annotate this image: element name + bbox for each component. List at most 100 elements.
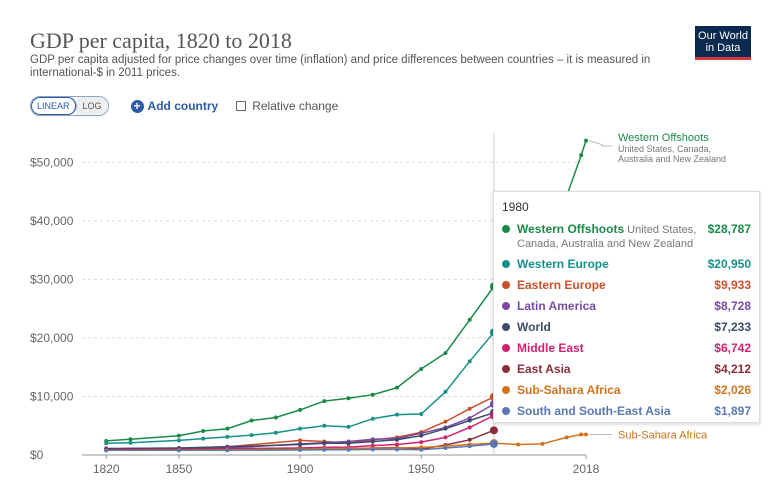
data-point — [467, 406, 472, 411]
tooltip-series-name: East Asia — [517, 362, 571, 376]
series-dot-icon — [502, 323, 510, 331]
chart-controls: LINEAR LOG + Add country Relative change — [30, 96, 338, 116]
series-dot-icon — [502, 302, 510, 310]
chart-title: GDP per capita, 1820 to 2018 — [30, 28, 292, 53]
x-tick-label: 1950 — [408, 462, 435, 476]
y-tick-label: $0 — [30, 448, 44, 462]
data-point — [298, 438, 303, 443]
y-tick-label: $40,000 — [30, 214, 74, 228]
series-dot-icon — [502, 225, 510, 233]
end-label-western-offshoots: Western Offshoots — [618, 132, 709, 144]
tooltip-value: $8,728 — [714, 299, 751, 313]
data-point — [419, 412, 424, 417]
data-point — [443, 426, 448, 431]
data-point — [443, 435, 448, 440]
data-point — [395, 442, 399, 447]
tooltip-row: World $7,233 — [502, 320, 751, 334]
scale-toggle: LINEAR LOG — [30, 96, 109, 116]
data-point — [298, 426, 303, 431]
data-point — [225, 426, 230, 431]
tooltip-value: $1,897 — [714, 404, 751, 418]
tooltip-value: $4,212 — [714, 362, 751, 376]
tooltip-series-name: Western Offshoots — [517, 222, 625, 236]
data-point — [395, 447, 399, 452]
tooltip-row: Latin America $8,728 — [502, 299, 751, 313]
tooltip-value: $28,787 — [707, 222, 751, 236]
data-point — [249, 418, 254, 423]
x-tick-label: 1820 — [93, 462, 120, 476]
data-point — [419, 447, 424, 452]
series-dot-icon — [502, 386, 510, 394]
y-tick-label: $20,000 — [30, 331, 74, 345]
linear-button[interactable]: LINEAR — [31, 97, 77, 115]
data-point — [322, 441, 327, 446]
series-dot-icon — [502, 407, 510, 415]
label-leader — [588, 140, 612, 147]
y-tick-label: $50,000 — [30, 155, 74, 169]
series-line — [106, 443, 494, 452]
relative-change-checkbox[interactable]: Relative change — [236, 99, 338, 113]
tooltip-value: $2,026 — [714, 383, 751, 397]
data-point — [370, 439, 375, 444]
data-point — [128, 440, 133, 445]
data-point — [395, 437, 399, 442]
tooltip-label: South and South-East Asia — [517, 404, 714, 418]
data-point — [322, 399, 327, 404]
tooltip-label: Eastern Europe — [517, 278, 714, 292]
data-point — [346, 424, 351, 429]
data-point — [467, 444, 472, 449]
tooltip-series-name: Sub-Sahara Africa — [517, 383, 621, 397]
data-point — [467, 437, 472, 442]
tooltip-label: Latin America — [517, 299, 714, 313]
tooltip-label: Sub-Sahara Africa — [517, 383, 714, 397]
data-point — [370, 392, 375, 397]
tooltip-label: East Asia — [517, 362, 714, 376]
data-point — [346, 441, 351, 446]
add-country-label: Add country — [147, 99, 219, 113]
data-point — [225, 434, 230, 439]
data-point — [419, 440, 424, 445]
data-point — [419, 433, 424, 438]
data-point — [176, 448, 181, 453]
x-tick-label: 1900 — [287, 462, 314, 476]
add-country-button[interactable]: + Add country — [130, 99, 219, 113]
data-point — [540, 441, 545, 446]
data-point — [298, 448, 303, 453]
data-point — [395, 412, 399, 417]
data-point — [516, 442, 521, 447]
tooltip-year: 1980 — [502, 200, 529, 214]
series-line — [106, 411, 495, 450]
tooltip-row: Middle East $6,742 — [502, 341, 751, 355]
data-point — [104, 448, 109, 453]
data-point — [443, 389, 448, 394]
tooltip-series-name: Latin America — [517, 299, 596, 313]
data-point — [104, 441, 109, 446]
data-point — [201, 436, 206, 441]
tooltip-value: $6,742 — [714, 341, 751, 355]
tooltip-row: Eastern Europe $9,933 — [502, 278, 751, 292]
data-point — [249, 433, 254, 438]
data-point — [395, 385, 399, 390]
log-button[interactable]: LOG — [76, 97, 108, 115]
data-point — [467, 425, 472, 430]
data-point — [201, 428, 206, 433]
plus-icon: + — [130, 99, 144, 113]
tooltip-row: Sub-Sahara Africa $2,026 — [502, 383, 751, 397]
data-point — [467, 317, 472, 322]
data-point — [579, 432, 584, 437]
data-point — [273, 430, 278, 435]
chart-subtitle: GDP per capita adjusted for price change… — [30, 54, 651, 79]
tooltip-series-sub: United States, Canada, Australia and New… — [517, 224, 697, 250]
data-point — [443, 445, 448, 450]
data-point — [176, 433, 181, 438]
data-point — [419, 366, 424, 371]
tooltip-value: $9,933 — [714, 278, 751, 292]
tooltip-row: Western Europe $20,950 — [502, 257, 751, 271]
tooltip-label: World — [517, 320, 714, 334]
tooltip-series-name: South and South-East Asia — [517, 404, 671, 418]
tooltip-series-name: Western Europe — [517, 257, 609, 271]
owid-logo[interactable]: Our World in Data — [695, 26, 751, 60]
series-dot-icon — [502, 365, 510, 373]
data-point — [489, 426, 498, 435]
